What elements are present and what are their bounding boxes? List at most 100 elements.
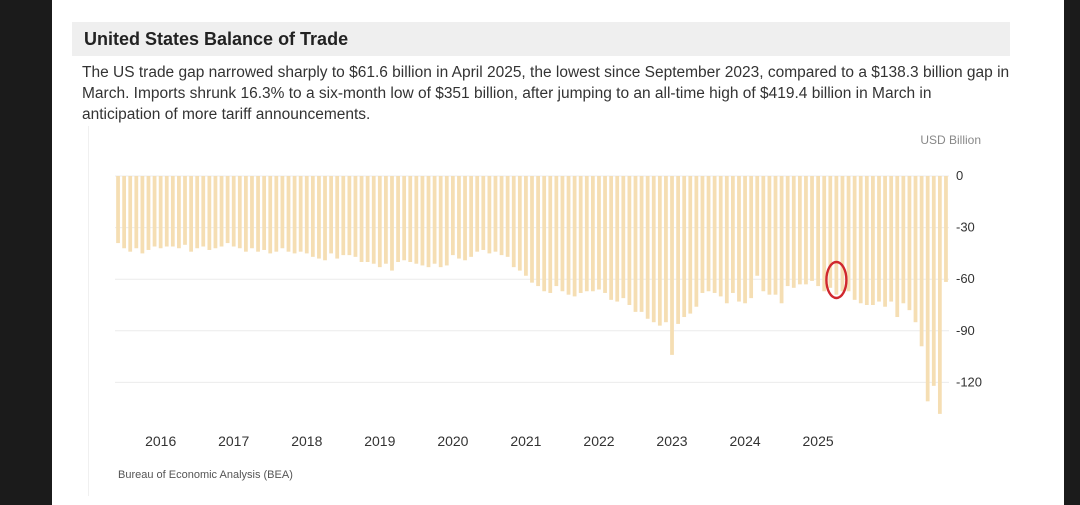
x-tick-label: 2018 (291, 433, 322, 449)
bar (767, 176, 772, 295)
bar (773, 176, 778, 295)
bar (761, 176, 766, 292)
bars (116, 176, 948, 414)
bar (152, 176, 157, 247)
bar (597, 176, 601, 290)
bar (341, 176, 346, 256)
x-tick-label: 2017 (218, 433, 249, 449)
bar (895, 176, 900, 318)
unit-label: USD Billion (920, 133, 981, 147)
bar (548, 176, 553, 293)
bar (189, 176, 193, 252)
bar (487, 176, 492, 254)
bar (371, 176, 376, 264)
bar (944, 176, 948, 282)
chart-area: 0 -30 -60 -90 -120 2016 2017 2018 2019 2020 2021 2… (88, 126, 999, 496)
bar (937, 176, 942, 414)
y-axis: 0 -30 -60 -90 -120 (956, 168, 982, 389)
bar (828, 176, 833, 288)
bar (256, 176, 260, 252)
bar (244, 176, 248, 252)
page: United States Balance of Trade The US tr… (52, 0, 1064, 505)
bar (335, 176, 340, 259)
bar (408, 176, 413, 262)
bar (670, 176, 674, 355)
bar (852, 176, 857, 300)
bar (225, 176, 230, 244)
bar (676, 176, 680, 324)
bar (572, 176, 577, 297)
highlight-marker (825, 260, 848, 300)
bar (542, 176, 547, 292)
bar (609, 176, 614, 300)
bar (846, 176, 851, 292)
bar (524, 176, 528, 276)
page-title: United States Balance of Trade (72, 22, 1010, 56)
bar (286, 176, 291, 252)
bar (664, 176, 668, 323)
bar (469, 176, 474, 257)
x-tick-label: 2019 (364, 433, 395, 449)
bar (365, 176, 370, 262)
bar (438, 176, 443, 268)
bar (134, 176, 139, 249)
bar (901, 176, 906, 304)
bar (785, 176, 790, 287)
bar (177, 176, 181, 249)
bar (883, 176, 887, 307)
bar (298, 176, 303, 252)
bar (164, 176, 169, 247)
bar (140, 176, 145, 254)
bar (457, 176, 461, 259)
bar (712, 176, 717, 293)
bar (554, 176, 559, 287)
x-tick-label: 2025 (803, 433, 834, 449)
bar (639, 176, 644, 312)
y-tick-label: -60 (956, 271, 975, 286)
bar (250, 176, 254, 249)
bar (402, 176, 407, 261)
bar (651, 176, 656, 323)
bar (925, 176, 930, 402)
bar (390, 176, 394, 271)
bar (877, 176, 881, 302)
bar (804, 176, 808, 285)
bar (426, 176, 431, 268)
bar (615, 176, 620, 302)
bar (913, 176, 918, 323)
bar (201, 176, 206, 247)
bar (931, 176, 936, 386)
x-tick-label: 2021 (510, 433, 541, 449)
bar (724, 176, 729, 304)
bar (858, 176, 863, 304)
bar (481, 176, 486, 250)
bar (731, 176, 735, 293)
bar (274, 176, 279, 252)
bar (590, 176, 595, 292)
bar (323, 176, 327, 261)
bar (475, 176, 480, 252)
bar (499, 176, 504, 256)
bar (511, 176, 516, 268)
bar (444, 176, 449, 266)
bar (432, 176, 437, 264)
bar (384, 176, 388, 264)
x-tick-label: 2020 (437, 433, 468, 449)
bar (621, 176, 626, 299)
bar (791, 176, 796, 288)
bar (280, 176, 285, 249)
bar (207, 176, 212, 250)
y-tick-label: 0 (956, 168, 963, 183)
bar (840, 176, 845, 292)
bar (262, 176, 267, 250)
x-tick-label: 2024 (730, 433, 761, 449)
bar (755, 176, 760, 276)
bar (517, 176, 522, 271)
bar (718, 176, 723, 297)
bar (353, 176, 358, 257)
bar (213, 176, 218, 249)
bar (493, 176, 498, 252)
y-tick-label: -120 (956, 374, 982, 389)
bar (694, 176, 699, 307)
bar (347, 176, 352, 256)
